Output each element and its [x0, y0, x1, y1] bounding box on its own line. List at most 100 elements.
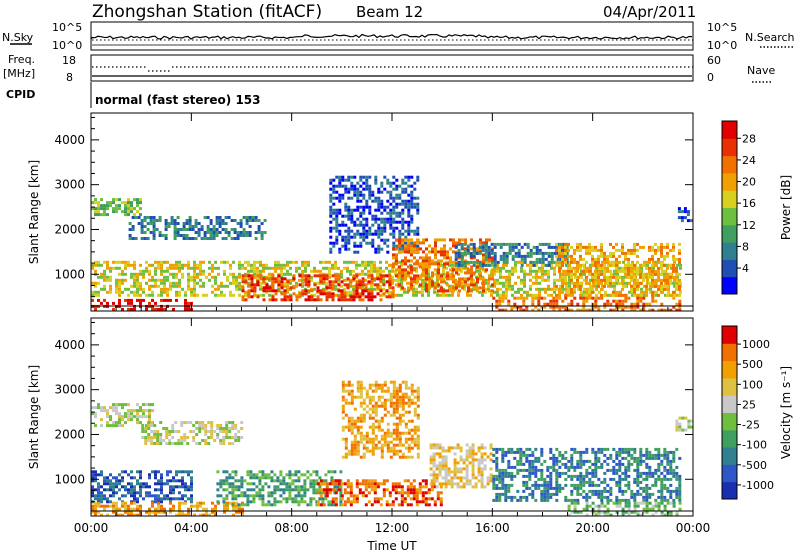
freq-label-2: [MHz] — [3, 67, 35, 80]
velocity-panel: 1000 2000 3000 4000 00:00 04:00 08:00 12:00 16:0… — [27, 317, 793, 535]
velocity-colorbar-swatch-2 — [722, 447, 737, 465]
nave-tick-bottom: 0 — [707, 71, 714, 84]
velocity-ytick-label-1: 2000 — [54, 427, 85, 441]
nave-tick-top: 60 — [707, 54, 721, 67]
power-colorbar-tick-2: 12 — [742, 219, 756, 232]
power-region-10 — [677, 207, 693, 223]
power-region-3 — [128, 216, 267, 240]
power-panel: 1000 2000 3000 4000 Slant Range [km] 4 8 12 16 20… — [27, 112, 793, 312]
velocity-colorbar-tick-7: -1000 — [742, 479, 774, 492]
freq-tick-top: 18 — [62, 54, 76, 67]
velocity-colorbar-tick-0: 1000 — [742, 338, 770, 351]
power-colorbar: 4 8 12 16 20 24 28 Power [dB] — [721, 120, 793, 295]
velocity-colorbar-swatch-3 — [722, 429, 737, 448]
velocity-region-2 — [91, 403, 154, 428]
velocity-colorbar: 1000 500 100 25 -25 -100 -500 -1000 Velocity [m … — [721, 325, 793, 500]
velocity-colorbar-swatch-5 — [722, 395, 737, 413]
power-ylabel: Slant Range [km] — [27, 160, 41, 264]
power-scatter — [91, 175, 693, 311]
power-region-5 — [329, 175, 420, 254]
velocity-xtick-label-3: 12:00 — [375, 521, 410, 535]
velocity-region-3 — [141, 421, 244, 445]
power-colorbar-swatch-8 — [722, 138, 737, 157]
velocity-colorbar-swatch-4 — [722, 412, 737, 431]
power-ytick-label-3: 4000 — [54, 133, 85, 147]
noise-strip-frame — [90, 21, 694, 51]
velocity-xtick-label-5: 20:00 — [575, 521, 610, 535]
power-ytick-label-0: 1000 — [54, 267, 85, 281]
cpid-label: CPID — [6, 88, 35, 101]
power-region-7 — [454, 242, 569, 267]
nsky-label: N.Sky — [2, 31, 34, 44]
velocity-xtick-label-6: 00:00 — [676, 521, 711, 535]
velocity-region-7 — [429, 443, 493, 489]
velocity-colorbar-tick-1: 500 — [742, 358, 763, 371]
velocity-colorbar-tick-3: 25 — [742, 398, 756, 411]
velocity-region-5 — [341, 380, 420, 459]
power-colorbar-tick-5: 24 — [742, 154, 756, 167]
velocity-region-6 — [316, 479, 443, 507]
velocity-ytick-label-3: 4000 — [54, 338, 85, 352]
velocity-colorbar-swatch-0 — [722, 481, 737, 500]
power-colorbar-swatch-1 — [722, 259, 737, 278]
noise-tick-right-top: 10^5 — [707, 21, 737, 34]
velocity-region-0 — [91, 470, 193, 504]
velocity-region-8 — [492, 447, 682, 502]
x-axis-label: Time UT — [366, 539, 417, 553]
power-colorbar-swatch-9 — [722, 121, 737, 139]
velocity-ytick-label-0: 1000 — [54, 472, 85, 486]
nsky-trace — [90, 33, 693, 40]
noise-traces — [90, 33, 694, 46]
velocity-scatter — [91, 380, 693, 516]
power-region-9 — [492, 296, 682, 311]
power-region-8 — [555, 242, 681, 297]
beam-label: Beam 12 — [356, 3, 423, 21]
power-colorbar-tick-4: 20 — [742, 176, 756, 189]
power-region-0 — [91, 298, 193, 311]
nave-label: Nave — [747, 64, 775, 77]
velocity-colorbar-swatch-9 — [722, 326, 737, 344]
power-colorbar-swatch-2 — [722, 242, 737, 260]
velocity-colorbar-tick-2: 100 — [742, 378, 763, 391]
power-colorbar-swatch-7 — [722, 155, 737, 174]
velocity-xtick-label-0: 00:00 — [74, 521, 109, 535]
power-region-2 — [91, 198, 142, 217]
power-colorbar-label: Power [dB] — [779, 175, 793, 240]
freq-label-1: Freq. — [8, 53, 35, 66]
velocity-colorbar-tick-6: -500 — [742, 459, 767, 472]
velocity-colorbar-swatch-6 — [722, 377, 737, 396]
velocity-colorbar-label: Velocity [m s⁻¹] — [779, 366, 793, 459]
power-colorbar-tick-3: 16 — [742, 197, 756, 210]
velocity-ytick-label-2: 3000 — [54, 383, 85, 397]
velocity-region-9 — [567, 501, 682, 516]
nsearch-label: N.Search — [745, 31, 795, 44]
velocity-colorbar-tick-5: -100 — [742, 439, 767, 452]
velocity-region-10 — [675, 416, 693, 432]
power-colorbar-tick-1: 8 — [742, 240, 749, 253]
nave-trace — [92, 66, 694, 72]
velocity-region-1 — [91, 501, 244, 516]
noise-tick-left-bottom: 10^0 — [52, 39, 82, 52]
date-label: 04/Apr/2011 — [603, 3, 696, 21]
freq-traces — [92, 66, 694, 77]
power-ytick-label-1: 2000 — [54, 222, 85, 236]
power-colorbar-tick-0: 4 — [742, 262, 749, 275]
velocity-colorbar-swatch-8 — [722, 343, 737, 362]
power-colorbar-frame — [721, 120, 738, 295]
noise-tick-left-top: 10^5 — [52, 21, 82, 34]
station-title: Zhongshan Station (fitACF) — [92, 2, 322, 22]
freq-strip-frame — [90, 54, 694, 82]
velocity-ylabel: Slant Range [km] — [27, 365, 41, 469]
freq-tick-bottom: 8 — [66, 71, 73, 84]
velocity-colorbar-tick-4: -25 — [742, 419, 760, 432]
power-colorbar-swatch-3 — [722, 224, 737, 243]
noise-tick-right-bottom: 10^0 — [707, 39, 737, 52]
velocity-colorbar-swatch-1 — [722, 464, 737, 483]
velocity-xtick-label-4: 16:00 — [475, 521, 510, 535]
power-ytick-label-2: 3000 — [54, 178, 85, 192]
power-colorbar-swatch-0 — [722, 276, 737, 295]
cpid-text: normal (fast stereo) 153 — [95, 93, 261, 107]
velocity-xtick-label-2: 08:00 — [274, 521, 309, 535]
power-colorbar-swatch-5 — [722, 190, 737, 208]
